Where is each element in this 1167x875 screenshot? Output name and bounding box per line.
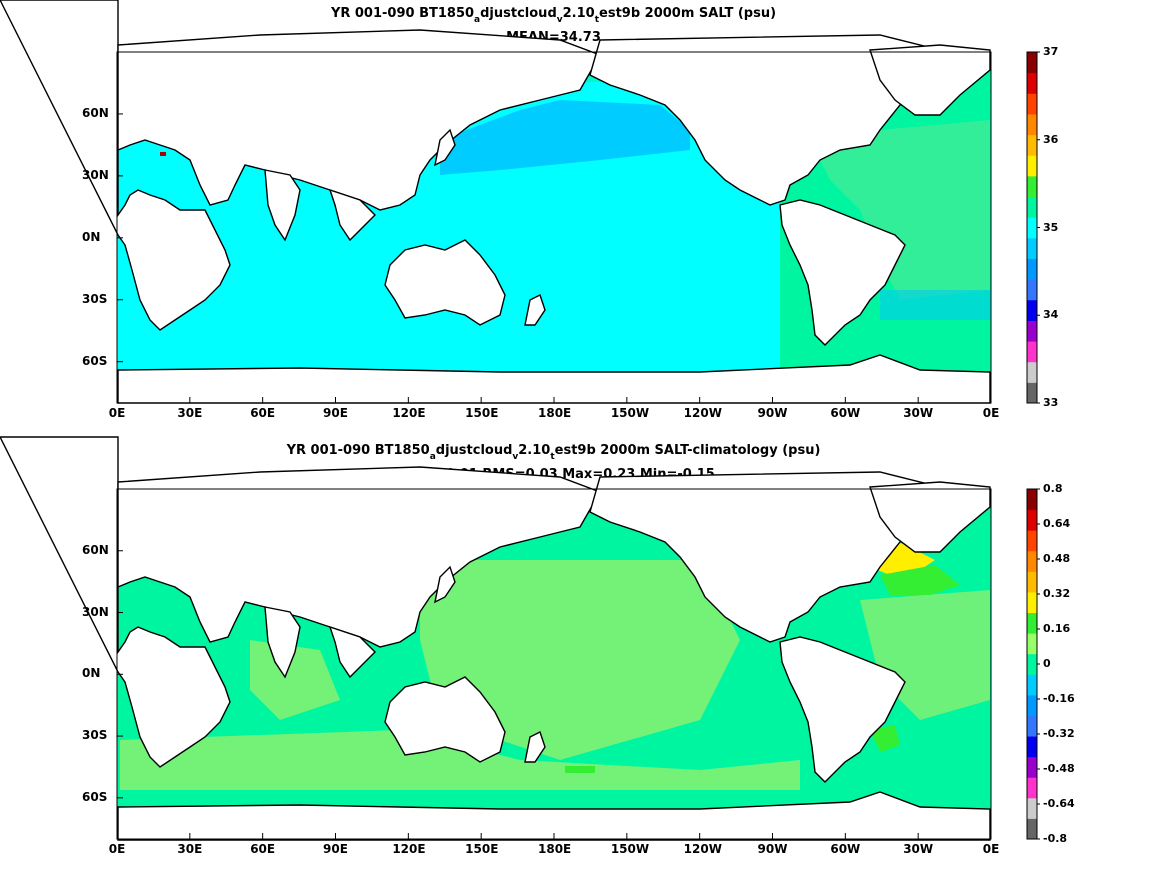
colorbar-tick-label: -0.48 bbox=[1043, 762, 1075, 775]
y-tick-label: 30S bbox=[82, 728, 108, 743]
x-tick-label: 90E bbox=[323, 406, 348, 420]
x-tick-label: 60W bbox=[830, 406, 861, 420]
colorbar-tick-label: 0.48 bbox=[1043, 552, 1071, 565]
colorbar-swatch bbox=[1027, 320, 1037, 342]
y-tick-label: 30S bbox=[82, 291, 108, 306]
panel2-pacific-patch bbox=[420, 560, 740, 760]
y-tick-label: 0N bbox=[82, 666, 101, 681]
panel1-med-hotspot bbox=[160, 152, 166, 156]
colorbar-swatch bbox=[1027, 237, 1037, 259]
x-tick-label: 60W bbox=[830, 842, 861, 856]
colorbar-tick-label: 37 bbox=[1043, 45, 1059, 58]
panel2-map bbox=[0, 436, 992, 841]
x-tick-label: 60E bbox=[250, 842, 276, 856]
colorbar-swatch bbox=[1027, 175, 1037, 198]
colorbar-swatch bbox=[1027, 797, 1037, 819]
colorbar-swatch bbox=[1027, 279, 1037, 301]
panel2-colorbar bbox=[1026, 488, 1040, 840]
x-tick-label: 90W bbox=[757, 842, 788, 856]
panel1-title: YR 001-090 BT1850adjustcloudv2.10test9b … bbox=[330, 6, 777, 25]
colorbar-swatch bbox=[1027, 736, 1037, 758]
colorbar-swatch bbox=[1027, 591, 1037, 614]
colorbar-swatch bbox=[1027, 155, 1037, 177]
x-tick-label: 30E bbox=[177, 842, 203, 856]
x-tick-label: 150W bbox=[610, 842, 650, 856]
colorbar-tick-label: 36 bbox=[1043, 132, 1059, 146]
x-tick-label: 90E bbox=[323, 842, 348, 856]
colorbar-swatch bbox=[1027, 72, 1037, 94]
colorbar-tick-label: -0.32 bbox=[1043, 727, 1075, 740]
x-tick-label: 150E bbox=[465, 842, 499, 856]
x-tick-label: 180E bbox=[538, 406, 572, 420]
colorbar-tick-label: -0.8 bbox=[1043, 832, 1068, 845]
colorbar-swatch bbox=[1027, 509, 1037, 531]
x-tick-label: 30E bbox=[177, 406, 203, 420]
x-tick-label: 0E bbox=[982, 406, 1000, 420]
colorbar-swatch bbox=[1027, 653, 1037, 675]
x-tick-label: 30W bbox=[903, 406, 934, 420]
colorbar-swatch bbox=[1027, 674, 1037, 696]
x-tick-label: 0E bbox=[108, 406, 126, 420]
y-tick-label: 30N bbox=[82, 604, 109, 619]
x-tick-label: 120E bbox=[392, 406, 426, 420]
colorbar-tick-label: 0.8 bbox=[1043, 482, 1063, 495]
colorbar-tick-label: 34 bbox=[1043, 308, 1059, 322]
colorbar-swatch bbox=[1027, 715, 1037, 737]
colorbar-swatch bbox=[1027, 818, 1037, 840]
colorbar-swatch bbox=[1027, 113, 1037, 136]
colorbar-swatch bbox=[1027, 258, 1037, 280]
x-tick-label: 120E bbox=[392, 842, 426, 856]
colorbar-swatch bbox=[1027, 196, 1037, 218]
colorbar-tick-label: 33 bbox=[1043, 396, 1059, 409]
colorbar-swatch bbox=[1027, 217, 1037, 239]
x-tick-label: 120W bbox=[683, 842, 722, 856]
colorbar-swatch bbox=[1027, 694, 1037, 716]
y-tick-label: 60S bbox=[82, 353, 108, 368]
y-tick-label: 0N bbox=[82, 229, 101, 244]
y-tick-label: 60S bbox=[82, 789, 108, 804]
x-tick-label: 180E bbox=[538, 842, 572, 856]
colorbar-swatch bbox=[1027, 341, 1037, 363]
colorbar-swatch bbox=[1027, 93, 1037, 115]
colorbar-swatch bbox=[1027, 756, 1037, 778]
x-tick-label: 150E bbox=[465, 406, 499, 420]
y-tick-label: 60N bbox=[82, 542, 109, 557]
colorbar-swatch bbox=[1027, 571, 1037, 593]
colorbar-tick-label: 0 bbox=[1043, 657, 1051, 670]
colorbar-swatch bbox=[1027, 299, 1037, 321]
panel1-north-pacific-field bbox=[440, 100, 690, 175]
colorbar-swatch bbox=[1027, 530, 1037, 552]
colorbar-tick-label: -0.16 bbox=[1043, 692, 1075, 705]
colorbar-swatch bbox=[1027, 361, 1037, 383]
colorbar-tick-label: 0.16 bbox=[1043, 622, 1071, 635]
colorbar-swatch bbox=[1027, 134, 1037, 156]
x-tick-label: 0E bbox=[982, 842, 1000, 856]
y-tick-label: 60N bbox=[82, 105, 109, 120]
colorbar-tick-label: -0.64 bbox=[1043, 797, 1075, 810]
x-tick-label: 30W bbox=[903, 842, 934, 856]
colorbar-tick-label: 35 bbox=[1043, 220, 1059, 234]
x-tick-label: 90W bbox=[757, 406, 788, 420]
panel1-colorbar bbox=[1026, 51, 1040, 404]
colorbar-tick-label: 0.64 bbox=[1043, 517, 1071, 530]
x-tick-label: 150W bbox=[610, 406, 650, 420]
colorbar-swatch bbox=[1027, 777, 1037, 799]
colorbar-swatch bbox=[1027, 633, 1037, 655]
panel2-title: YR 001-090 BT1850adjustcloudv2.10test9b … bbox=[286, 443, 821, 462]
colorbar-swatch bbox=[1027, 612, 1037, 634]
colorbar-swatch bbox=[1027, 382, 1037, 404]
colorbar-swatch bbox=[1027, 52, 1037, 74]
y-tick-label: 30N bbox=[82, 167, 109, 182]
x-tick-label: 0E bbox=[108, 842, 126, 856]
x-tick-label: 120W bbox=[683, 406, 722, 420]
colorbar-tick-label: 0.32 bbox=[1043, 587, 1071, 600]
colorbar-swatch bbox=[1027, 550, 1037, 572]
panel1-map bbox=[0, 0, 992, 404]
colorbar-swatch bbox=[1027, 489, 1037, 511]
x-tick-label: 60E bbox=[250, 406, 276, 420]
